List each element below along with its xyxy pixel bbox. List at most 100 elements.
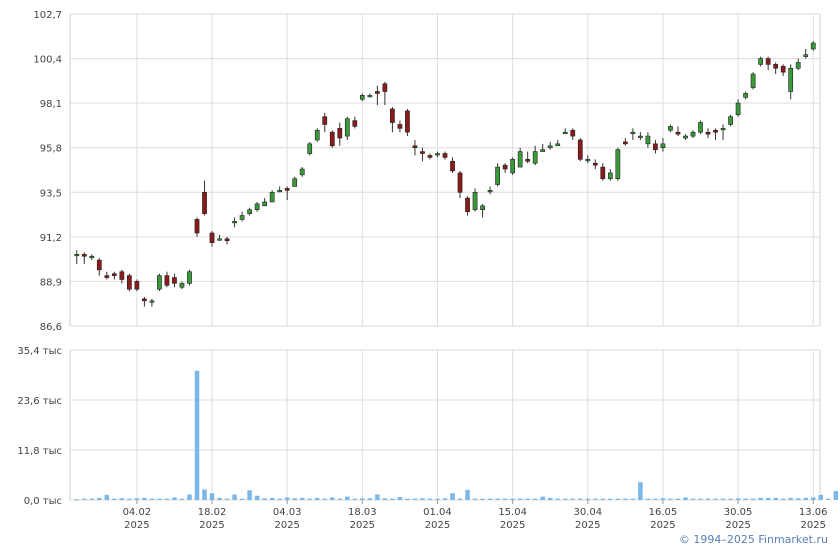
volume-bar: [239, 498, 245, 500]
candle: [96, 258, 102, 276]
candle-body-down: [780, 66, 786, 73]
x-tick-label-year: 2025: [575, 520, 600, 531]
volume-bar: [164, 498, 170, 500]
candle-body-up: [299, 168, 305, 176]
candle-body-down: [329, 131, 335, 147]
candle-body-up: [532, 151, 538, 164]
candle-body-up: [660, 143, 666, 149]
volume-bar: [615, 498, 621, 500]
candle: [525, 151, 531, 164]
volume-bar: [119, 498, 125, 500]
volume-bar: [585, 498, 591, 500]
candle-body-up: [254, 203, 260, 211]
candle: [668, 124, 673, 133]
candle: [397, 120, 403, 133]
candle-body-down: [675, 131, 681, 135]
candle-body-up: [668, 126, 673, 131]
candle-body-up: [262, 201, 268, 207]
x-tick-label-year: 2025: [274, 520, 299, 531]
volume-bar: [134, 498, 140, 500]
candle-body-up: [810, 42, 816, 50]
candle: [352, 116, 358, 129]
candle-body-down: [382, 83, 388, 92]
candle-body-down: [397, 124, 403, 129]
volume-bar: [382, 498, 388, 500]
volume-bar: [269, 497, 275, 500]
x-tick-label-date: 15.04: [498, 507, 527, 518]
candle-body-up: [359, 95, 365, 100]
volume-bar: [675, 498, 681, 500]
volume-bar: [104, 494, 110, 500]
candle: [314, 128, 320, 142]
volume-bars: [74, 370, 839, 501]
candle-body-down: [412, 145, 418, 149]
candle-body-down: [96, 259, 102, 271]
volume-bar: [142, 497, 147, 500]
candle: [224, 236, 230, 245]
volume-bar: [690, 498, 696, 500]
volume-bar: [307, 498, 312, 500]
price-y-tick-label: 102,7: [33, 10, 62, 21]
x-tick-label-date: 13.06: [799, 507, 828, 518]
volume-bar: [487, 498, 493, 500]
candle: [382, 81, 388, 106]
candle: [254, 201, 260, 212]
volume-bar: [217, 497, 222, 500]
price-y-tick-label: 86,6: [40, 322, 62, 333]
candle: [720, 124, 726, 140]
candle: [487, 186, 493, 195]
candle: [172, 273, 177, 288]
volume-bar: [795, 498, 801, 500]
candle: [803, 48, 809, 59]
candle-body-up: [585, 159, 591, 162]
candle-body-down: [202, 191, 207, 214]
candle-body-down: [450, 160, 455, 172]
price-y-axis: 102,7 100,4 98,1 95,8 93,5 91,2 88,9 86,6: [33, 10, 62, 333]
volume-bar: [420, 498, 425, 500]
volume-y-tick-label: 35,4 тыс: [17, 346, 62, 357]
volume-bar: [465, 489, 470, 500]
volume-bar: [412, 498, 418, 500]
candle-body-up: [562, 131, 568, 135]
candle: [645, 132, 651, 148]
candle-body-up: [645, 135, 651, 145]
x-tick-label-year: 2025: [725, 520, 750, 531]
volume-bar: [788, 497, 793, 500]
price-y-tick-label: 88,9: [40, 277, 62, 288]
candle: [750, 72, 756, 90]
price-panel-grid: [69, 13, 821, 327]
candle-body-up: [239, 215, 245, 220]
candle: [577, 138, 583, 162]
candle-body-down: [104, 275, 110, 278]
candle: [262, 198, 268, 207]
volume-panel-grid: [69, 349, 821, 501]
candle-body-down: [284, 188, 290, 191]
candle: [562, 128, 568, 135]
volume-bar: [367, 498, 373, 500]
candle: [442, 151, 448, 160]
volume-bar: [330, 497, 335, 500]
candle-body-up: [314, 129, 320, 141]
volume-bar: [743, 498, 748, 500]
volume-bar: [803, 497, 808, 500]
candle-body-up: [720, 128, 726, 131]
candle-body-up: [803, 54, 809, 57]
volume-bar: [194, 370, 200, 500]
volume-bar: [360, 498, 365, 500]
volume-bar: [720, 498, 726, 500]
x-tick-label-year: 2025: [650, 520, 675, 531]
volume-bar: [472, 498, 478, 500]
candle: [292, 176, 298, 187]
candle-body-down: [352, 120, 358, 127]
copyright[interactable]: © 1994–2025 Finmarket.ru: [678, 533, 828, 546]
candle-body-down: [209, 232, 215, 243]
candle-body-down: [653, 143, 658, 150]
candle: [728, 114, 733, 127]
volume-bar: [608, 498, 613, 500]
candle: [202, 180, 207, 216]
candle: [743, 91, 748, 100]
candle-body-down: [570, 129, 576, 137]
candle-body-up: [232, 221, 237, 224]
candle: [510, 157, 516, 175]
candle: [758, 56, 763, 67]
